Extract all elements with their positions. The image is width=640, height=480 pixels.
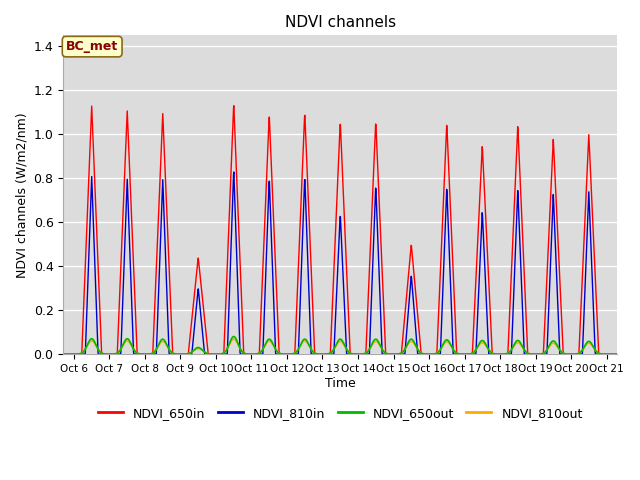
NDVI_810out xyxy=(329,348,337,354)
NDVI_650in xyxy=(500,351,508,357)
NDVI_650in xyxy=(230,103,237,108)
NDVI_650in xyxy=(604,351,612,357)
NDVI_810out xyxy=(604,351,612,357)
NDVI_650in xyxy=(621,351,628,357)
X-axis label: Time: Time xyxy=(325,377,356,390)
NDVI_650out xyxy=(52,351,60,357)
Legend: NDVI_650in, NDVI_810in, NDVI_650out, NDVI_810out: NDVI_650in, NDVI_810in, NDVI_650out, NDV… xyxy=(93,402,588,425)
NDVI_650in xyxy=(81,266,89,272)
NDVI_650in xyxy=(329,295,337,300)
NDVI_810out xyxy=(314,351,321,357)
NDVI_650out xyxy=(314,351,321,357)
NDVI_810out xyxy=(81,347,89,352)
NDVI_810in xyxy=(52,351,60,357)
NDVI_810out xyxy=(621,351,628,357)
NDVI_650out xyxy=(604,351,612,357)
NDVI_810in xyxy=(500,351,508,357)
NDVI_810in xyxy=(604,351,612,357)
NDVI_810in xyxy=(329,351,337,357)
NDVI_810in xyxy=(604,351,612,357)
Line: NDVI_810out: NDVI_810out xyxy=(56,339,625,354)
NDVI_650in xyxy=(314,351,321,357)
NDVI_810out xyxy=(500,351,508,357)
Line: NDVI_810in: NDVI_810in xyxy=(56,172,625,354)
Title: NDVI channels: NDVI channels xyxy=(285,15,396,30)
NDVI_650out xyxy=(230,334,237,339)
NDVI_810in xyxy=(621,351,628,357)
NDVI_650out xyxy=(329,348,337,354)
NDVI_650out xyxy=(81,347,89,352)
Line: NDVI_650in: NDVI_650in xyxy=(56,106,625,354)
Y-axis label: NDVI channels (W/m2/nm): NDVI channels (W/m2/nm) xyxy=(15,112,28,277)
NDVI_650in xyxy=(52,351,60,357)
NDVI_810in xyxy=(230,169,237,175)
NDVI_810in xyxy=(314,351,321,357)
NDVI_650out xyxy=(500,351,508,357)
NDVI_810in xyxy=(81,351,89,357)
NDVI_810out xyxy=(52,351,60,357)
NDVI_650out xyxy=(604,351,612,357)
NDVI_810out xyxy=(604,351,612,357)
Text: BC_met: BC_met xyxy=(66,40,118,53)
NDVI_650out xyxy=(621,351,628,357)
Line: NDVI_650out: NDVI_650out xyxy=(56,336,625,354)
NDVI_810out xyxy=(230,336,237,342)
NDVI_650in xyxy=(604,351,612,357)
